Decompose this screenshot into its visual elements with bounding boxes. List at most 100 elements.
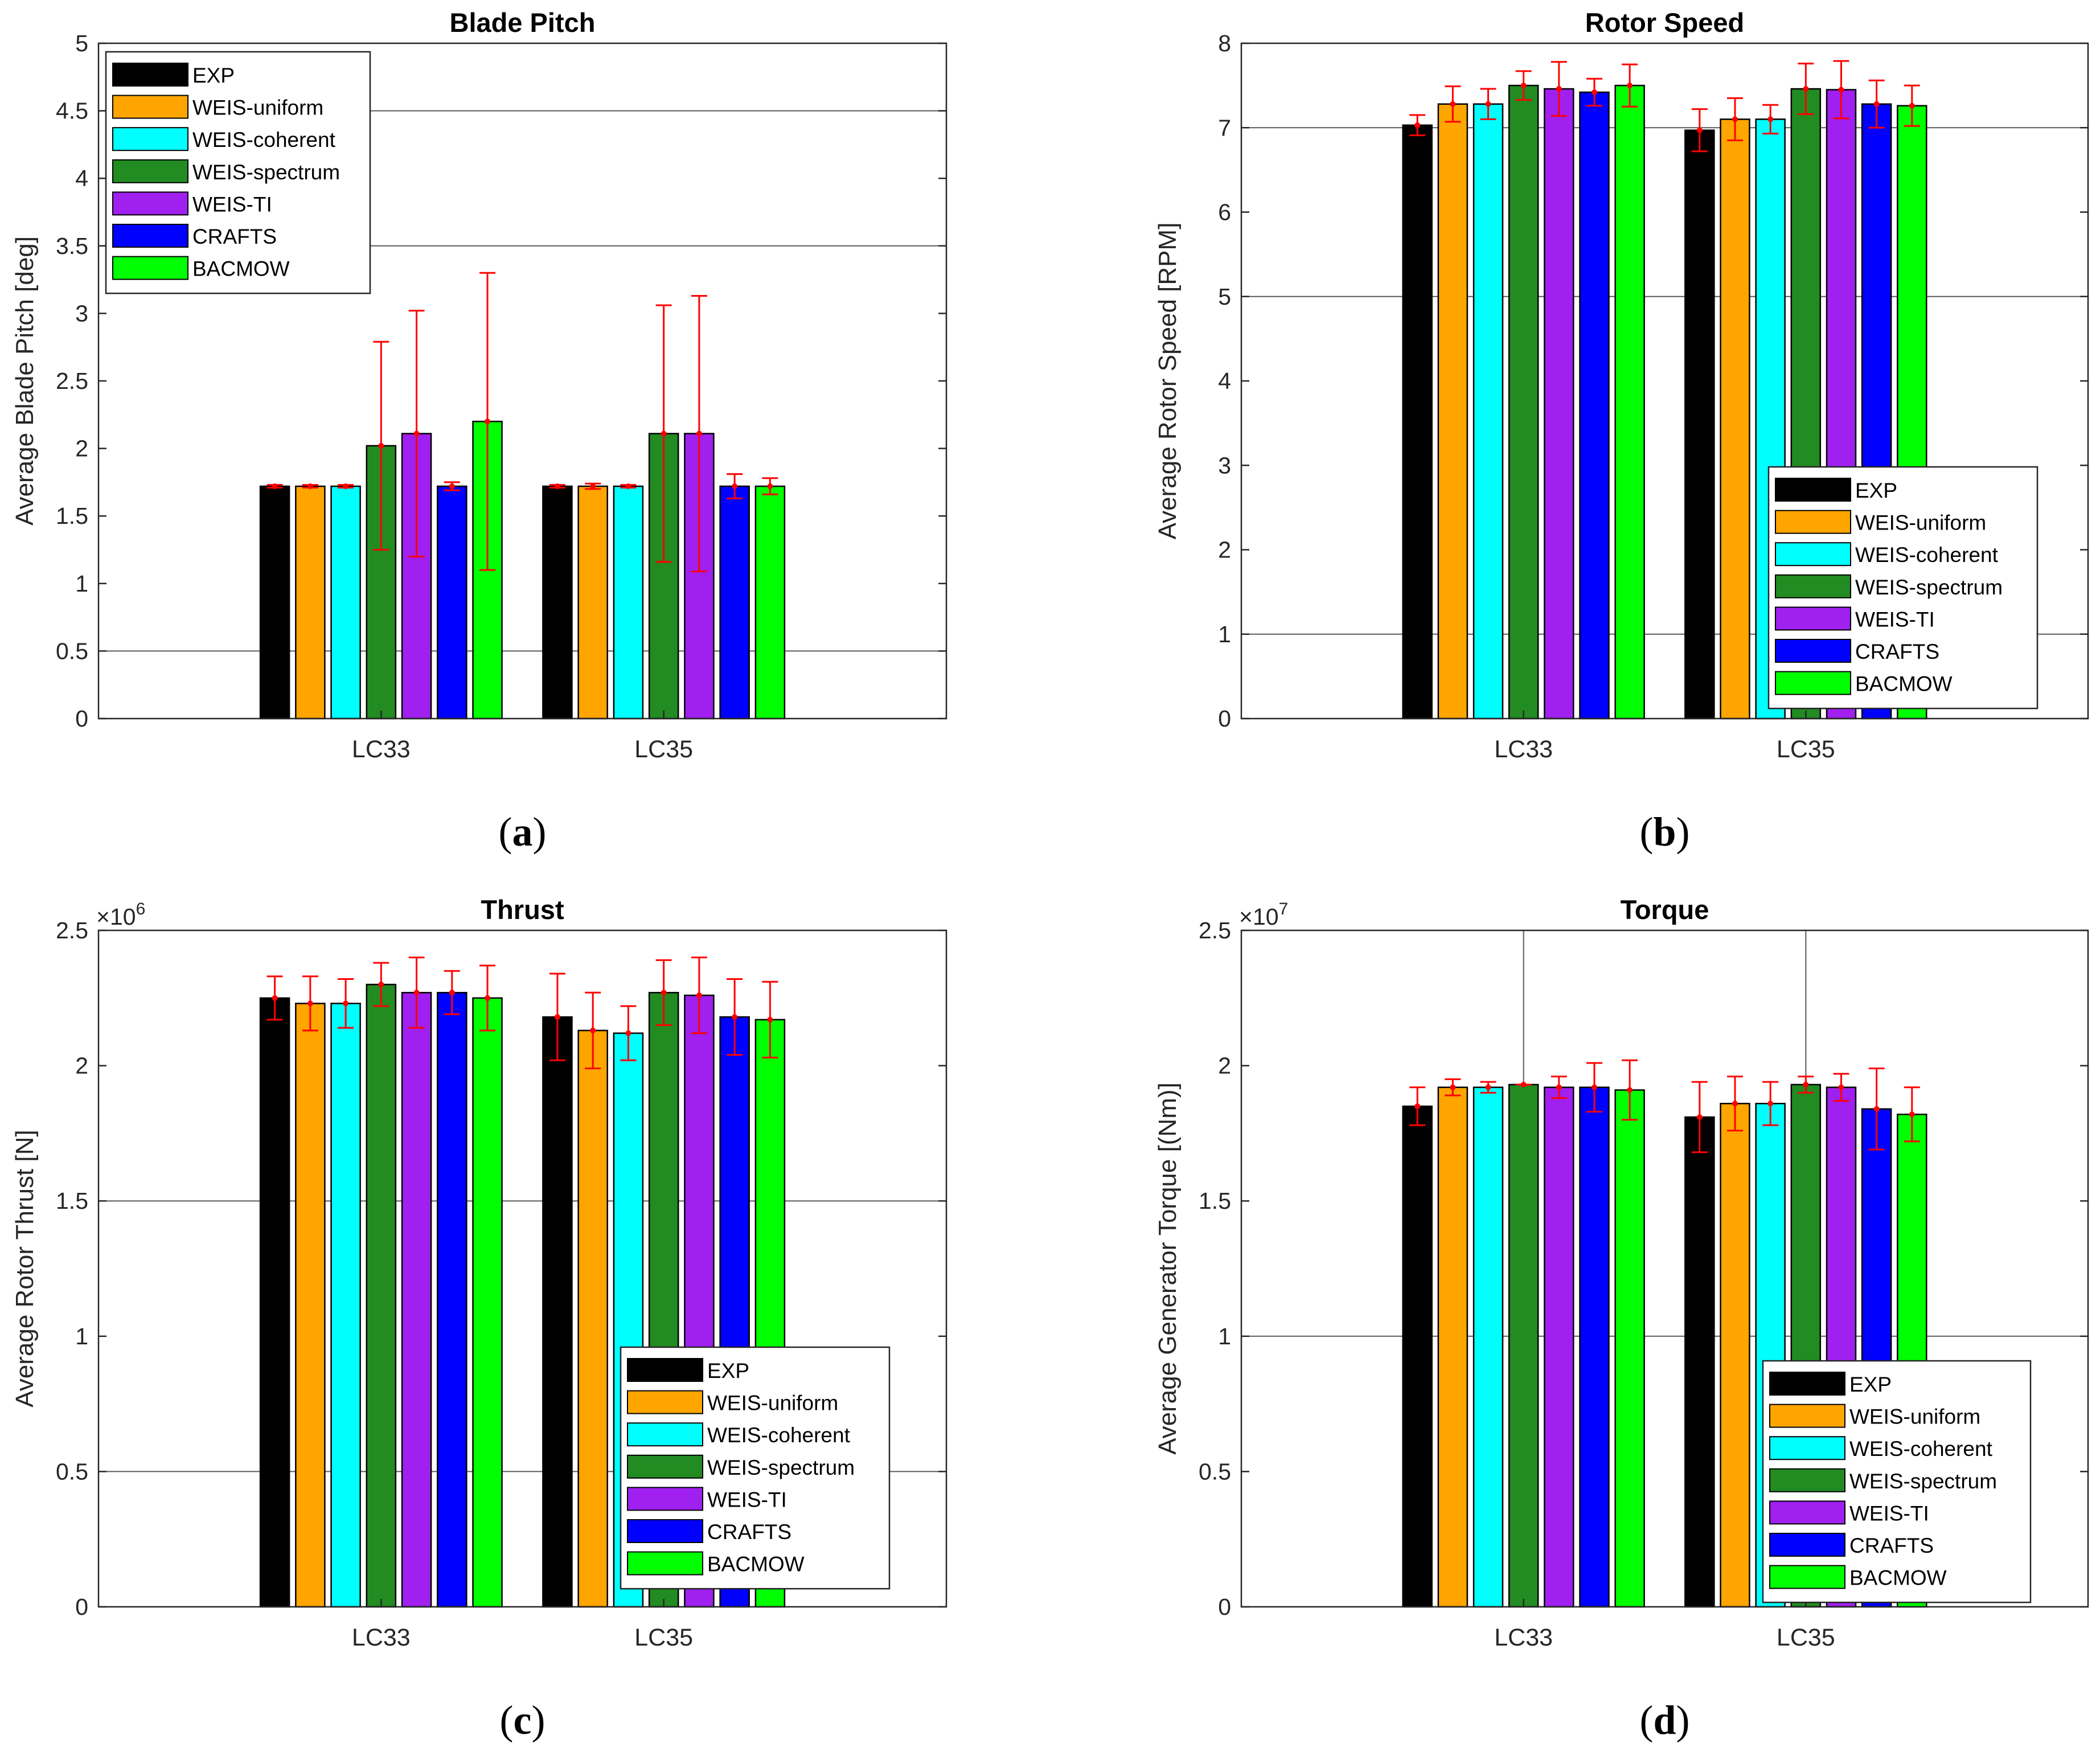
y-tick-label: 3 — [1218, 452, 1231, 478]
legend-swatch-weis-uniform — [1769, 1404, 1845, 1428]
bar-weis-ti-lc33 — [1544, 1086, 1574, 1608]
legend-swatch-weis-coherent — [112, 127, 188, 151]
bar-exp-lc33 — [1402, 1105, 1433, 1608]
bar-bacmow-lc35 — [754, 485, 786, 720]
x-tick-label-lc33: LC33 — [352, 736, 411, 763]
errorbar-bacmow-lc33 — [479, 965, 496, 1032]
errorbar-weis-coherent-lc33 — [1480, 1081, 1496, 1094]
y-axis-label: Average Rotor Thrust [N] — [11, 1130, 39, 1407]
bar-weis-uniform-lc35 — [1720, 1102, 1750, 1608]
legend-label-bacmow: BACMOW — [1855, 672, 1953, 696]
errorbar-weis-coherent-lc33 — [1480, 88, 1496, 120]
errorbar-crafts-lc33 — [1586, 1062, 1602, 1113]
legend-label-weis-uniform: WEIS-uniform — [1855, 511, 1986, 535]
x-tick-label-lc35: LC35 — [634, 1624, 693, 1651]
legend-label-exp: EXP — [1855, 479, 1897, 502]
bar-exp-lc35 — [542, 485, 573, 720]
bar-crafts-lc35 — [719, 485, 750, 720]
y-tick-label: 1 — [1218, 621, 1231, 647]
legend-label-exp: EXP — [192, 64, 235, 87]
errorbar-bacmow-lc35 — [1904, 1086, 1920, 1143]
bar-weis-uniform-lc35 — [577, 485, 608, 720]
bar-weis-ti-lc33 — [1544, 88, 1574, 720]
bar-exp-lc35 — [542, 1016, 573, 1608]
legend-swatch-weis-ti — [1769, 1500, 1845, 1525]
chart-title: Rotor Speed — [1585, 7, 1744, 38]
bar-weis-coherent-lc33 — [330, 1003, 361, 1608]
legend-swatch-crafts — [1775, 639, 1851, 663]
x-tick-label-lc35: LC35 — [1777, 1624, 1835, 1651]
errorbar-crafts-lc33 — [444, 970, 460, 1015]
x-tick-label-lc33: LC33 — [1494, 1624, 1553, 1651]
legend-label-weis-coherent: WEIS-coherent — [192, 128, 336, 151]
errorbar-weis-spectrum-lc35 — [655, 959, 672, 1026]
y-tick-label: 2 — [1218, 537, 1231, 563]
y-tick-label: 0 — [75, 705, 88, 732]
y-tick-label: 1.5 — [56, 503, 88, 529]
axes-frame — [1240, 929, 2089, 1608]
legend-swatch-weis-ti — [1775, 606, 1851, 631]
errorbar-weis-coherent-lc33 — [338, 978, 354, 1029]
errorbar-weis-spectrum-lc33 — [1515, 70, 1532, 101]
legend-swatch-weis-spectrum — [627, 1454, 703, 1479]
legend-label-weis-spectrum: WEIS-spectrum — [1855, 576, 2003, 599]
legend-swatch-crafts — [112, 224, 188, 248]
errorbar-weis-coherent-lc35 — [1762, 1081, 1779, 1126]
legend-swatch-weis-coherent — [1769, 1436, 1845, 1460]
legend-label-crafts: CRAFTS — [1855, 640, 1939, 663]
bar-bacmow-lc33 — [472, 997, 503, 1608]
legend-swatch-exp — [1769, 1372, 1845, 1396]
bar-bacmow-lc33 — [1614, 1089, 1645, 1608]
errorbar-weis-spectrum-lc33 — [373, 340, 389, 551]
legend-swatch-bacmow — [112, 256, 188, 280]
y-tick-label: 1 — [75, 1323, 88, 1349]
bar-bacmow-lc33 — [1614, 84, 1645, 720]
errorbar-weis-spectrum-lc35 — [1798, 63, 1814, 116]
bar-weis-uniform-lc35 — [1720, 118, 1750, 720]
legend-label-weis-ti: WEIS-TI — [1855, 608, 1935, 631]
chart-panel-a: 0 0.5 1 1.5 2 2.5 3 3.5 4 4.5 5 LC33 LC35 Blade Pitch… — [11, 7, 948, 855]
legend-swatch-weis-uniform — [627, 1390, 703, 1414]
errorbar-crafts-lc33 — [1586, 77, 1602, 107]
legend-label-crafts: CRAFTS — [1849, 1534, 1934, 1557]
errorbar-bacmow-lc35 — [762, 980, 778, 1058]
y-tick-label: 4.5 — [56, 98, 88, 124]
chart-title: Thrust — [481, 895, 564, 925]
errorbar-crafts-lc35 — [727, 473, 743, 499]
legend-swatch-weis-coherent — [627, 1422, 703, 1447]
errorbar-exp-lc33 — [266, 483, 283, 490]
errorbar-weis-coherent-lc35 — [1762, 104, 1779, 135]
legend-label-weis-coherent: WEIS-coherent — [1849, 1437, 1993, 1460]
errorbar-weis-spectrum-lc33 — [373, 962, 389, 1007]
bar-weis-coherent-lc33 — [1473, 103, 1504, 720]
legend-label-bacmow: BACMOW — [192, 257, 290, 281]
y-tick-label: 1.5 — [1199, 1188, 1231, 1214]
legend-label-weis-uniform: WEIS-uniform — [707, 1392, 838, 1415]
y-tick-label: 1 — [1218, 1323, 1231, 1349]
legend-label-bacmow: BACMOW — [707, 1553, 805, 1576]
panel-label: (d) — [1639, 1697, 1689, 1743]
y-tick-label: 3.5 — [56, 233, 88, 259]
legend-swatch-crafts — [1769, 1533, 1845, 1557]
bar-weis-uniform-lc33 — [1437, 103, 1469, 720]
y-tick-label: 1 — [75, 571, 88, 597]
y-tick-label: 2.5 — [56, 917, 88, 943]
bar-crafts-lc33 — [1579, 1086, 1610, 1608]
errorbar-bacmow-lc35 — [762, 477, 778, 495]
bar-weis-uniform-lc33 — [1437, 1086, 1469, 1608]
y-tick-label: 0.5 — [56, 1458, 88, 1484]
legend-label-crafts: CRAFTS — [192, 225, 277, 248]
legend-swatch-weis-ti — [112, 191, 188, 216]
y-axis-label: Average Generator Torque [(Nm)] — [1154, 1082, 1182, 1455]
bar-exp-lc33 — [259, 997, 290, 1608]
bar-weis-spectrum-lc33 — [1508, 1084, 1539, 1608]
errorbar-bacmow-lc33 — [479, 272, 496, 571]
panel-label: (b) — [1639, 809, 1689, 855]
y-tick-label: 0 — [1218, 1594, 1231, 1620]
errorbar-exp-lc35 — [549, 483, 565, 490]
bar-weis-coherent-lc33 — [1473, 1086, 1504, 1608]
panel-label: (c) — [500, 1697, 545, 1743]
errorbar-crafts-lc33 — [444, 481, 460, 491]
bar-weis-spectrum-lc33 — [366, 983, 397, 1608]
legend-swatch-bacmow — [1769, 1565, 1845, 1589]
